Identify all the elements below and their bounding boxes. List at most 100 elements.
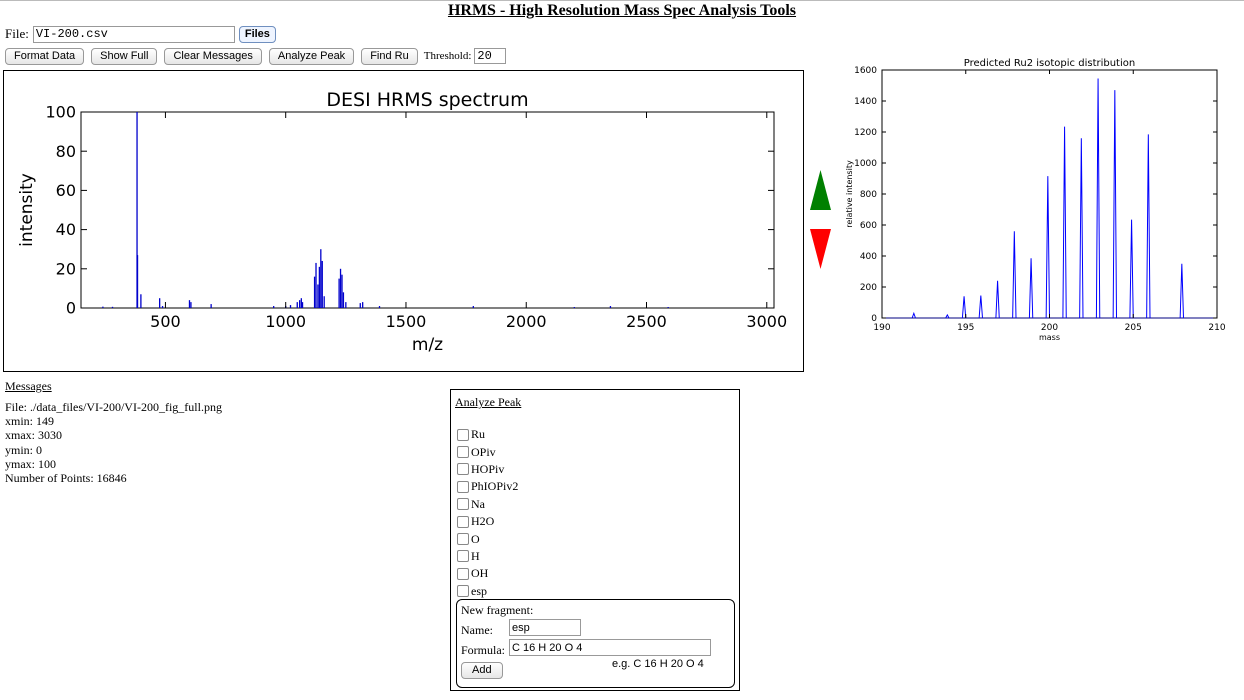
format-data-button[interactable]: Format Data: [5, 47, 85, 65]
y-tick-label: 1400: [854, 97, 877, 107]
message-line: Number of Points: 16846: [5, 471, 127, 486]
plot-area: [80, 111, 775, 309]
oh-checkbox[interactable]: [457, 567, 469, 580]
y-tick-label: 200: [860, 283, 877, 293]
x-tick-label: 210: [1208, 323, 1225, 333]
message-line: ymin: 0: [5, 442, 43, 457]
fragment-label: H2O: [471, 514, 495, 529]
y-tick-label: 0: [871, 314, 877, 324]
fragment-row-h: H: [457, 548, 518, 565]
fragment-label: HOPiv: [471, 461, 505, 476]
y-tick-label: 100: [45, 103, 76, 122]
x-tick-label: 2500: [626, 312, 667, 331]
x-tick-label: 500: [150, 312, 181, 331]
peak-mark: [1028, 258, 1034, 319]
name-label: Name:: [461, 623, 493, 637]
formula-input[interactable]: [509, 639, 711, 656]
zoom-in-arrow-icon[interactable]: [810, 170, 831, 210]
analyze-peak-button[interactable]: Analyze Peak: [268, 47, 355, 65]
x-axis-label: mass: [1039, 333, 1060, 342]
message-line: File: ./data_files/VI-200/VI-200_fig_ful…: [5, 400, 222, 414]
threshold-input[interactable]: [474, 48, 507, 64]
show-full-button[interactable]: Show Full: [91, 47, 158, 65]
na-checkbox[interactable]: [457, 498, 469, 511]
fragment-row-h2o: H2O: [457, 513, 518, 530]
fragment-label: PhIOPiv2: [471, 479, 519, 494]
files-button[interactable]: Files: [238, 25, 276, 43]
analyze-peak-title: Analyze Peak: [455, 395, 522, 409]
h-checkbox[interactable]: [457, 550, 469, 563]
fragment-label: OPiv: [471, 444, 496, 459]
peak-mark: [1112, 90, 1117, 319]
hopiv-checkbox[interactable]: [457, 463, 469, 476]
fragment-label: esp: [471, 583, 487, 598]
fragment-row-oh: OH: [457, 565, 518, 582]
y-tick-label: 60: [56, 181, 76, 200]
zoom-out-arrow-icon[interactable]: [810, 229, 831, 269]
y-tick-label: 1200: [854, 128, 877, 138]
messages-list: File: ./data_files/VI-200/VI-200_fig_ful…: [5, 400, 222, 485]
h2o-checkbox[interactable]: [457, 515, 469, 528]
ru-checkbox[interactable]: [457, 428, 469, 441]
chart-title: Predicted Ru2 isotopic distribution: [964, 58, 1135, 69]
y-tick-label: 40: [56, 220, 76, 239]
peak-mark: [911, 311, 916, 319]
x-tick-label: 195: [957, 323, 974, 333]
fragment-label: O: [471, 531, 480, 546]
y-tick-label: 800: [860, 190, 877, 200]
o-checkbox[interactable]: [457, 533, 469, 546]
y-tick-label: 1600: [854, 66, 877, 76]
fragment-row-hopiv: HOPiv: [457, 461, 518, 478]
formula-label: Formula:: [461, 643, 505, 657]
x-tick-label: 190: [873, 323, 890, 333]
fragment-label: Ru: [471, 427, 486, 442]
file-label: File:: [5, 26, 29, 41]
esp-checkbox[interactable]: [457, 585, 469, 598]
toolbar: Format Data Show Full Clear Messages Ana…: [5, 47, 507, 65]
file-input[interactable]: [32, 25, 235, 43]
page-title: HRMS - High Resolution Mass Spec Analysi…: [447, 2, 797, 19]
peak-mark: [1146, 134, 1151, 319]
data-series: [102, 112, 669, 308]
file-row: File: Files: [5, 24, 276, 44]
y-tick-label: 1000: [854, 159, 877, 169]
message-line: ymax: 100: [5, 456, 56, 471]
x-axis-label: m/z: [412, 335, 443, 355]
find-ru-button[interactable]: Find Ru: [361, 47, 418, 65]
opiv-checkbox[interactable]: [457, 446, 469, 459]
spectrum-plot[interactable]: 500 1000 1500 2000 2500 3000 0 20 40 60 80 100 DESI …: [3, 70, 804, 372]
x-tick-label: 200: [1041, 323, 1058, 333]
peak-mark: [1095, 78, 1101, 319]
name-input[interactable]: [509, 619, 581, 636]
y-axis-label: intensity: [17, 173, 37, 247]
clear-messages-button[interactable]: Clear Messages: [164, 47, 262, 65]
peak-mark: [1129, 219, 1134, 319]
peak-mark: [1045, 176, 1050, 319]
x-tick-label: 3000: [746, 312, 787, 331]
y-tick-label: 400: [860, 252, 877, 262]
add-fragment-button[interactable]: Add: [461, 662, 503, 679]
fragment-row-na: Na: [457, 496, 518, 513]
data-series: [882, 78, 1217, 319]
message-line: xmin: 149: [5, 414, 55, 429]
peak-mark: [1079, 138, 1084, 319]
x-tick-label: 205: [1125, 323, 1142, 333]
peak-mark: [1062, 126, 1067, 319]
peak-mark: [995, 280, 1000, 319]
y-tick-label: 0: [66, 299, 76, 318]
peak-mark: [961, 296, 967, 319]
fragment-row-o: O: [457, 530, 518, 547]
top-rule: [0, 0, 1244, 1]
phiopiv2-checkbox[interactable]: [457, 480, 469, 493]
y-tick-label: 80: [56, 142, 76, 161]
isotope-chart: 190 195 200 205 210 0 200 400 600 800 1000 1200 1400…: [845, 58, 1226, 342]
fragment-checklist: Ru OPiv HOPiv PhIOPiv2 Na H2O O H OH esp: [457, 426, 518, 600]
formula-example: e.g. C 16 H 20 O 4: [612, 658, 704, 670]
fragment-row-opiv: OPiv: [457, 443, 518, 460]
y-tick-label: 600: [860, 221, 877, 231]
peak-mark: [1012, 231, 1017, 319]
new-fragment-title: New fragment:: [461, 603, 534, 617]
y-axis-label: relative intensity: [845, 160, 854, 228]
peak-mark: [978, 295, 983, 319]
messages-title: Messages: [5, 379, 52, 393]
